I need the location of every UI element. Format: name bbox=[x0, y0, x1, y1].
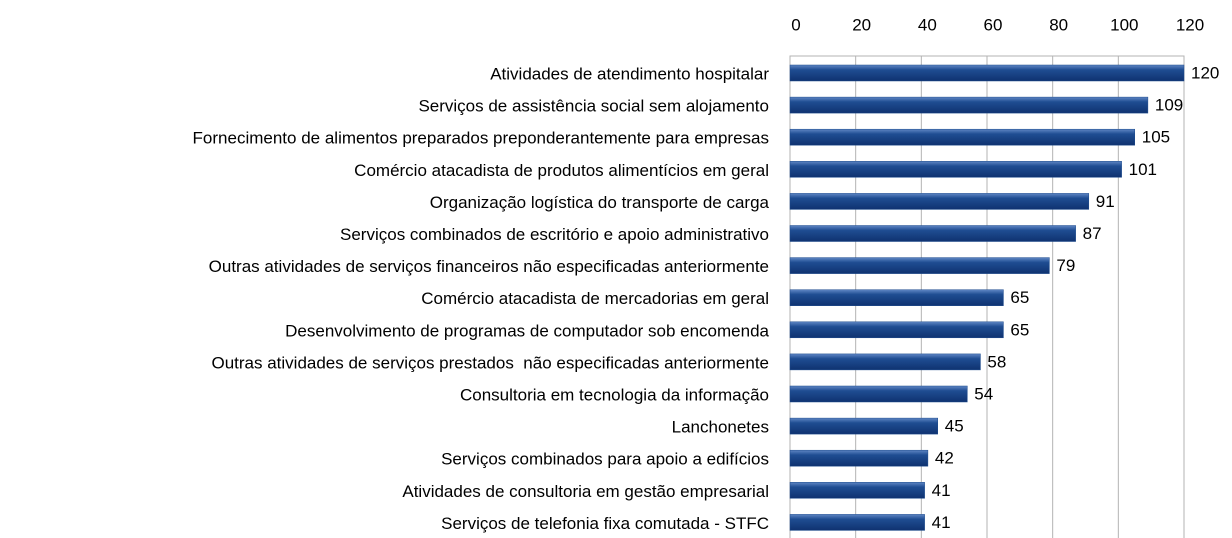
x-tick-label: 120 bbox=[1176, 15, 1204, 34]
bar bbox=[789, 161, 1122, 178]
y-tick-label: Serviços de telefonia fixa comutada - ST… bbox=[441, 514, 769, 533]
bar bbox=[789, 96, 1149, 114]
x-tick-label: 0 bbox=[791, 15, 800, 34]
x-tick-label: 40 bbox=[918, 15, 937, 34]
value-label: 65 bbox=[1010, 320, 1029, 339]
value-label: 42 bbox=[935, 449, 954, 468]
value-label: 120 bbox=[1191, 63, 1219, 82]
y-tick-label: Consultoria em tecnologia da informação bbox=[460, 385, 769, 404]
bar bbox=[789, 482, 925, 499]
value-label: 54 bbox=[974, 384, 993, 403]
bar bbox=[789, 417, 938, 435]
value-label: 65 bbox=[1010, 288, 1029, 307]
y-tick-label: Outras atividades de serviços prestados … bbox=[211, 353, 769, 372]
bar bbox=[789, 321, 1004, 339]
value-label: 58 bbox=[987, 352, 1006, 371]
value-label: 101 bbox=[1129, 160, 1157, 179]
bar bbox=[789, 225, 1076, 242]
value-label: 41 bbox=[932, 513, 951, 532]
y-tick-label: Outras atividades de serviços financeiro… bbox=[209, 257, 769, 276]
y-tick-label: Serviços combinados para apoio a edifíci… bbox=[441, 450, 769, 469]
bar bbox=[789, 449, 929, 467]
y-tick-label: Fornecimento de alimentos preparados pre… bbox=[193, 129, 769, 148]
bar bbox=[789, 64, 1185, 82]
bar bbox=[789, 128, 1135, 146]
x-tick-label: 100 bbox=[1110, 15, 1138, 34]
bar bbox=[789, 514, 925, 531]
y-tick-label: Serviços de assistência social sem aloja… bbox=[418, 97, 769, 116]
y-tick-label: Lanchonetes bbox=[672, 418, 769, 437]
x-tick-label: 60 bbox=[984, 15, 1003, 34]
value-label: 45 bbox=[945, 417, 964, 436]
bar bbox=[789, 289, 1004, 306]
value-label: 79 bbox=[1056, 256, 1075, 275]
x-tick-label: 80 bbox=[1049, 15, 1068, 34]
y-tick-label: Comércio atacadista de produtos alimentí… bbox=[354, 161, 769, 180]
bar bbox=[789, 385, 968, 403]
value-label: 87 bbox=[1083, 224, 1102, 243]
bar bbox=[789, 193, 1090, 210]
y-tick-label: Atividades de atendimento hospitalar bbox=[490, 64, 769, 83]
value-label: 105 bbox=[1142, 128, 1170, 147]
y-tick-label: Serviços combinados de escritório e apoi… bbox=[340, 225, 769, 244]
value-label: 91 bbox=[1096, 192, 1115, 211]
y-tick-label: Organização logística do transporte de c… bbox=[430, 193, 770, 212]
value-label: 109 bbox=[1155, 96, 1183, 115]
y-tick-label: Comércio atacadista de mercadorias em ge… bbox=[421, 289, 769, 308]
value-label: 41 bbox=[932, 481, 951, 500]
y-tick-label: Desenvolvimento de programas de computad… bbox=[285, 321, 769, 340]
bar bbox=[789, 257, 1050, 274]
x-tick-label: 20 bbox=[852, 15, 871, 34]
bar bbox=[789, 353, 981, 371]
y-tick-label: Atividades de consultoria em gestão empr… bbox=[402, 482, 769, 501]
